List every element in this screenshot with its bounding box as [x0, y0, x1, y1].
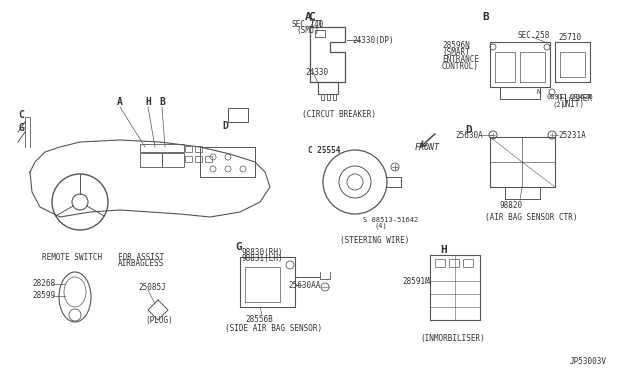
Text: 25710: 25710 — [558, 32, 581, 42]
Text: 28591M: 28591M — [402, 278, 429, 286]
Bar — [200, 147, 255, 177]
Text: SEC.258: SEC.258 — [518, 31, 550, 39]
Text: (SIDE AIR BAG SENSOR): (SIDE AIR BAG SENSOR) — [225, 324, 322, 334]
Text: (CIRCUT BREAKER): (CIRCUT BREAKER) — [302, 109, 376, 119]
Text: C: C — [308, 12, 315, 22]
Text: 24330: 24330 — [305, 67, 328, 77]
Text: 28268: 28268 — [32, 279, 55, 289]
Text: (INMORBILISER): (INMORBILISER) — [420, 334, 484, 343]
Text: 28599: 28599 — [32, 292, 55, 301]
Text: 24330(DP): 24330(DP) — [352, 35, 394, 45]
Bar — [228, 108, 248, 122]
Text: (STEERING WIRE): (STEERING WIRE) — [340, 235, 410, 244]
Text: A: A — [305, 12, 312, 22]
Bar — [463, 259, 473, 267]
Text: (4): (4) — [375, 223, 388, 229]
Text: AIRBAGLESS: AIRBAGLESS — [118, 260, 164, 269]
Text: (2): (2) — [553, 102, 566, 108]
Text: JP53003V: JP53003V — [570, 357, 607, 366]
Text: G: G — [235, 242, 242, 252]
Text: UNIT): UNIT) — [562, 99, 585, 109]
Text: FOR ASSIST: FOR ASSIST — [118, 253, 164, 262]
Text: 98820: 98820 — [500, 201, 523, 209]
Text: ENTRANCE: ENTRANCE — [442, 55, 479, 64]
Text: 28596N: 28596N — [442, 41, 470, 49]
Text: FRONT: FRONT — [415, 142, 440, 151]
Bar — [162, 153, 184, 167]
Text: 28556B: 28556B — [245, 314, 273, 324]
Text: N: N — [537, 89, 541, 95]
Bar — [449, 259, 459, 267]
Bar — [205, 156, 212, 162]
Text: CONTROL): CONTROL) — [442, 61, 479, 71]
Text: G: G — [18, 123, 24, 133]
Text: A: A — [117, 97, 123, 107]
Text: (FLASHER: (FLASHER — [555, 93, 592, 103]
Text: 08911-10626: 08911-10626 — [547, 94, 594, 100]
Text: (PLUG): (PLUG) — [145, 315, 173, 324]
Text: C 25554: C 25554 — [308, 145, 340, 154]
Text: S 08513-51642: S 08513-51642 — [363, 217, 419, 223]
Text: 98831(LH): 98831(LH) — [242, 254, 284, 263]
Text: D: D — [222, 121, 228, 131]
Bar — [185, 146, 192, 152]
Bar — [185, 156, 192, 162]
Text: 98830(RH): 98830(RH) — [242, 247, 284, 257]
Text: C: C — [18, 110, 24, 120]
Text: 25630AA: 25630AA — [288, 280, 321, 289]
Text: 25085J: 25085J — [138, 282, 166, 292]
Text: B: B — [482, 12, 489, 22]
Text: 25231A: 25231A — [558, 131, 586, 140]
Text: SEC.240: SEC.240 — [292, 19, 324, 29]
Bar — [195, 156, 202, 162]
Bar — [195, 146, 202, 152]
Text: REMOTE SWITCH: REMOTE SWITCH — [42, 253, 102, 262]
Text: D: D — [465, 125, 472, 135]
Text: H: H — [440, 245, 447, 255]
Text: (SMART: (SMART — [442, 48, 470, 57]
Text: (AIR BAG SENSOR CTR): (AIR BAG SENSOR CTR) — [485, 212, 577, 221]
Text: (SMJ): (SMJ) — [296, 26, 319, 35]
Text: 25630A: 25630A — [455, 131, 483, 140]
Text: B: B — [159, 97, 165, 107]
Text: H: H — [145, 97, 151, 107]
Bar — [140, 153, 162, 167]
Bar — [435, 259, 445, 267]
Bar — [140, 144, 184, 152]
